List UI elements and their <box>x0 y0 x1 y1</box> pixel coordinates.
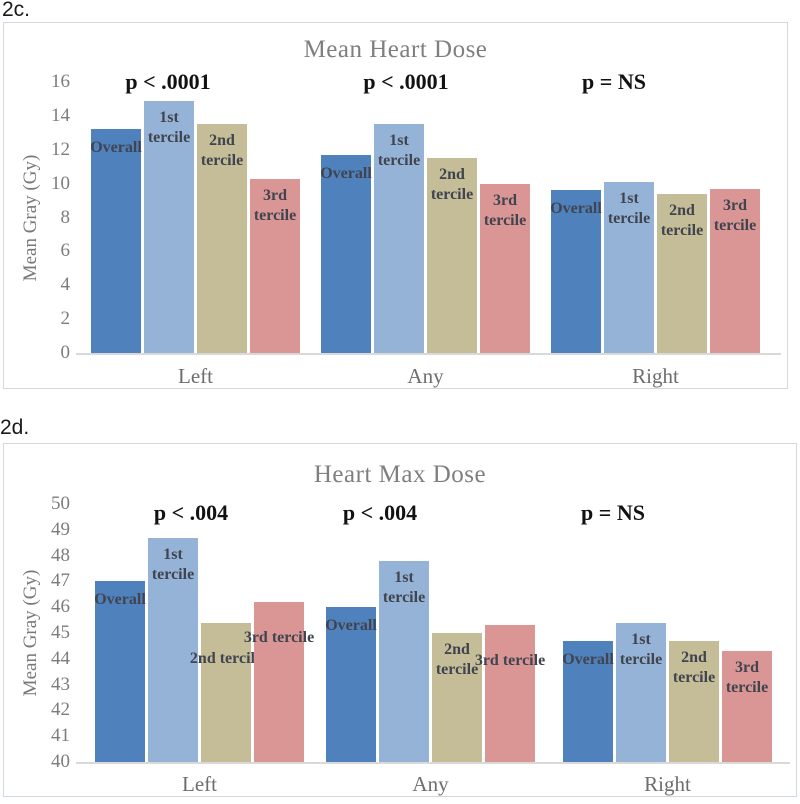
bar-overall: Overall <box>90 129 142 353</box>
bar-label: 2nd tercile <box>672 648 716 686</box>
y-tick-label: 44 <box>51 647 70 669</box>
bar-label: 2nd tercile <box>430 166 474 204</box>
bar-label: 3rd tercile <box>483 191 527 229</box>
y-tick-label: 6 <box>60 240 71 262</box>
bar-label: Overall <box>320 164 372 182</box>
p-value-annotation: p = NS <box>581 500 645 525</box>
bar-label: Overall <box>94 591 146 609</box>
bar-label: 1st tercile <box>619 630 663 668</box>
bar-3rd-tercile: 3rd tercile <box>475 625 545 762</box>
category-label-any: Any <box>407 364 444 388</box>
bar-2nd-tercile: 2nd tercile <box>197 124 247 353</box>
bar-group-any: Overall 1st tercile 2nd tercile 3rd tercile <box>320 124 530 353</box>
bar-group-any: Overall 1st tercile 2nd tercile 3rd tercile <box>325 560 545 762</box>
y-tick-label: 2 <box>60 308 71 330</box>
bar-label: 1st tercile <box>377 132 421 170</box>
bar-1st-tercile: 1st tercile <box>379 560 429 762</box>
p-value-annotation: p < .004 <box>342 500 418 525</box>
x-axis-line <box>76 762 790 764</box>
category-label-right: Right <box>644 772 691 796</box>
bar-label: 2nd tercile <box>200 132 244 170</box>
bar-label: Overall <box>90 139 142 157</box>
chart-heart-max-dose: Heart Max Dose Mean Gray (Gy) Overall 1st… <box>3 443 797 797</box>
figure-label-2c: 2c. <box>2 0 31 21</box>
bar-1st-tercile: 1st tercile <box>616 622 666 762</box>
bar-label: 3rd tercile <box>713 196 757 234</box>
bar-1st-tercile: 1st tercile <box>374 124 424 353</box>
category-label-any: Any <box>412 772 449 796</box>
bar-1st-tercile: 1st tercile <box>148 537 198 762</box>
chart-title: Mean Heart Dose <box>303 36 488 63</box>
p-value-annotation: p < .0001 <box>363 69 449 94</box>
bar-label: 2nd tercile <box>435 641 479 678</box>
bar-group-right: Overall 1st tercile 2nd tercile 3rd tercile <box>562 622 772 762</box>
bar-overall: Overall <box>550 190 602 353</box>
bar-overall: Overall <box>325 607 377 762</box>
x-axis-line <box>76 353 781 355</box>
bar-overall: Overall <box>320 154 372 353</box>
bar-overall: Overall <box>94 581 146 762</box>
bar-3rd-tercile: 3rd tercile <box>244 602 314 762</box>
y-tick-label: 0 <box>60 342 71 363</box>
y-tick-label: 12 <box>51 138 70 160</box>
bar-label: Overall <box>562 650 614 668</box>
category-label-left: Left <box>178 364 213 388</box>
p-value-annotation: p = NS <box>582 69 646 94</box>
y-tick-label: 45 <box>51 622 70 643</box>
bar-label: 3rd tercile <box>474 652 546 670</box>
bar-label: Overall <box>325 617 377 635</box>
bar-label: 1st tercile <box>147 108 191 146</box>
bar-label: 1st tercile <box>382 568 426 606</box>
category-label-right: Right <box>632 364 679 388</box>
bar-2nd-tercile: 2nd tercile <box>432 633 482 762</box>
y-tick-label: 41 <box>51 725 70 747</box>
bar-label: 2nd tercile <box>189 649 263 667</box>
bar-3rd-tercile: 3rd tercile <box>722 651 772 762</box>
y-tick-label: 46 <box>51 596 70 618</box>
y-tick-label: 8 <box>60 206 71 228</box>
bar-2nd-tercile: 2nd tercile <box>427 158 477 353</box>
y-tick-label: 49 <box>51 518 70 540</box>
bar-group-right: Overall 1st tercile 2nd tercile 3rd tercile <box>550 181 760 353</box>
y-tick-label: 47 <box>51 570 70 592</box>
y-tick-label: 4 <box>60 274 71 296</box>
bar-2nd-tercile: 2nd tercile <box>669 640 719 762</box>
bar-1st-tercile: 1st tercile <box>144 100 194 353</box>
y-tick-label: 42 <box>51 699 70 721</box>
y-tick-label: 10 <box>51 172 70 194</box>
y-tick-label: 48 <box>51 544 70 566</box>
bar-group-left: Overall 1st tercile 2nd tercile 3rd tercile <box>90 100 300 353</box>
bar-group-left: Overall 1st tercile 2nd tercile 3rd tercile <box>94 537 314 762</box>
y-tick-label: 16 <box>51 71 70 92</box>
bar-label: 3rd tercile <box>725 659 769 697</box>
bar-2nd-tercile: 2nd tercile <box>657 193 707 353</box>
bar-1st-tercile: 1st tercile <box>604 181 654 353</box>
p-value-annotation: p < .004 <box>153 500 229 525</box>
p-value-annotation: p < .0001 <box>125 69 211 94</box>
chart-title: Heart Max Dose <box>313 461 487 488</box>
plot-area: Overall 1st tercile 2nd tercile 3rd tercile… <box>80 504 786 762</box>
y-tick-label: 40 <box>51 751 70 772</box>
y-tick-label: 14 <box>51 104 70 126</box>
figure-label-2d: 2d. <box>0 416 30 439</box>
bar-3rd-tercile: 3rd tercile <box>250 178 300 353</box>
y-tick-label: 50 <box>51 493 70 514</box>
bar-label: 1st tercile <box>607 189 651 227</box>
bar-label: 3rd tercile <box>253 186 297 224</box>
bar-label: 3rd tercile <box>243 629 315 646</box>
y-tick-label: 43 <box>51 673 70 695</box>
bar-label: Overall <box>550 200 602 218</box>
bar-label: 1st tercile <box>151 545 195 583</box>
bar-3rd-tercile: 3rd tercile <box>480 183 530 353</box>
plot-area: Overall 1st tercile 2nd tercile 3rd tercile… <box>80 82 777 353</box>
bar-overall: Overall <box>562 640 614 762</box>
chart-mean-heart-dose: Mean Heart Dose Mean Gray (Gy) Overall 1s… <box>3 22 788 389</box>
bar-label: 2nd tercile <box>660 201 704 239</box>
bar-3rd-tercile: 3rd tercile <box>710 188 760 353</box>
category-label-left: Left <box>182 772 217 796</box>
bar-2nd-tercile: 2nd tercile <box>190 622 262 762</box>
